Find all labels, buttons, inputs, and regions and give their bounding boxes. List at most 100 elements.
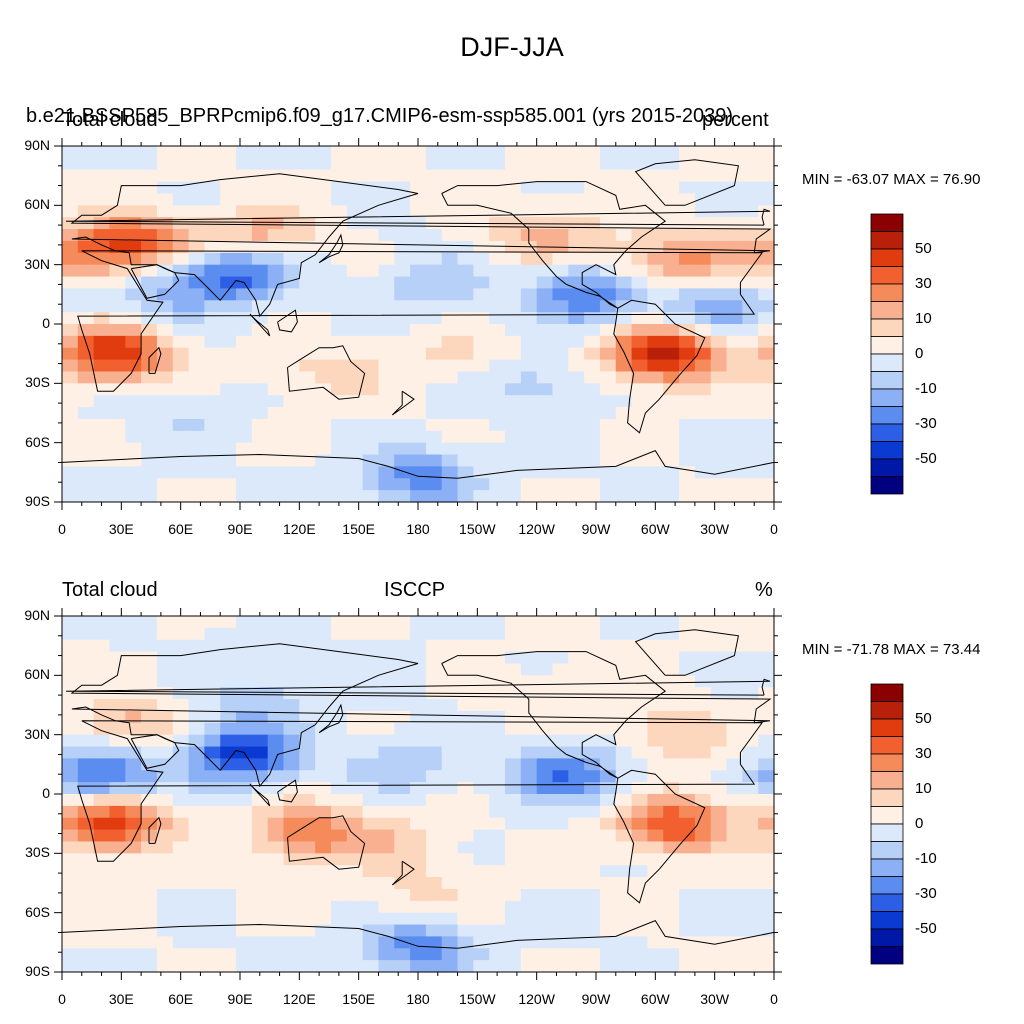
heatmap-cell [125, 240, 142, 254]
heatmap-cell [204, 699, 221, 712]
heatmap-cell [758, 359, 775, 373]
lat-label: 90S [25, 493, 50, 509]
heatmap-cell [505, 146, 522, 159]
heatmap-cell [536, 276, 554, 289]
heatmap-cell [62, 829, 79, 843]
heatmap-cell [520, 312, 538, 325]
heatmap-cell [505, 853, 522, 866]
heatmap-cell [536, 734, 554, 748]
heatmap-cell [315, 948, 332, 961]
heatmap-cell [520, 347, 538, 361]
heatmap-cell [425, 734, 443, 748]
heatmap-cell [346, 865, 364, 878]
heatmap-cell [220, 229, 237, 242]
heatmap-cell [77, 722, 95, 736]
heatmap-cell [505, 240, 522, 254]
heatmap-cell [125, 841, 142, 854]
heatmap-cell [156, 722, 174, 736]
heatmap-cell [631, 627, 649, 641]
heatmap-cell [663, 770, 680, 783]
heatmap-cell [742, 948, 759, 961]
heatmap-cell [694, 229, 712, 242]
heatmap-cell [425, 805, 443, 819]
heatmap-cell [647, 430, 664, 444]
heatmap-cell [758, 229, 775, 242]
heatmap-cell [505, 335, 522, 349]
heatmap-cell [679, 865, 696, 878]
heatmap-cell [663, 146, 680, 159]
heatmap-cell [441, 240, 459, 254]
coastline [613, 769, 706, 904]
heatmap-cell [710, 758, 728, 771]
heatmap-cell [425, 478, 443, 491]
heatmap-cell [299, 912, 316, 926]
heatmap-cell [726, 912, 743, 926]
heatmap-cell [220, 675, 237, 688]
heatmap-cell [125, 407, 142, 420]
heatmap-cell [599, 347, 617, 361]
heatmap-cell [647, 240, 664, 254]
heatmap-cell [694, 639, 712, 653]
heatmap-cell [125, 663, 142, 676]
heatmap-cell [647, 734, 664, 748]
heatmap-cell [710, 478, 728, 491]
heatmap-cell [188, 300, 205, 313]
heatmap-cell [125, 829, 142, 843]
heatmap-cell [172, 312, 190, 325]
heatmap-cell [694, 205, 712, 218]
heatmap-cell [251, 687, 269, 700]
heatmap-cell [599, 181, 617, 195]
heatmap-cell [346, 229, 364, 242]
heatmap-cell [172, 240, 190, 254]
heatmap-cell [742, 312, 759, 325]
heatmap-cell [615, 829, 633, 843]
heatmap-cell [425, 454, 443, 467]
heatmap-cell [536, 877, 554, 890]
heatmap-cell [425, 936, 443, 949]
heatmap-cell [394, 758, 411, 771]
heatmap-cell [346, 782, 364, 795]
heatmap-cell [536, 466, 554, 479]
heatmap-cell [109, 651, 126, 665]
heatmap-cell [109, 490, 126, 503]
heatmap-cell [631, 430, 649, 444]
heatmap-cell [410, 300, 427, 313]
heatmap-cell [141, 639, 158, 653]
heatmap-cell [631, 359, 649, 373]
heatmap-cell [710, 877, 728, 890]
heatmap-cell [378, 478, 395, 491]
heatmap-cell [220, 722, 237, 736]
heatmap-cell [520, 169, 538, 183]
heatmap-cell [267, 710, 285, 724]
heatmap-cell [694, 418, 712, 432]
heatmap-cell [536, 912, 554, 926]
heatmap-cell [742, 900, 759, 914]
heatmap-cell [62, 853, 79, 866]
heatmap-cell [220, 193, 237, 206]
heatmap-cell [758, 430, 775, 444]
heatmap-cell [125, 699, 142, 712]
heatmap-cell [536, 960, 554, 973]
heatmap-cell [552, 217, 569, 230]
heatmap-cell [62, 395, 79, 408]
heatmap-cell [62, 312, 79, 325]
heatmap-cell [93, 900, 111, 914]
heatmap-cell [93, 829, 111, 843]
heatmap-cell [77, 478, 95, 491]
heatmap-cell [394, 252, 411, 266]
heatmap-cell [362, 829, 380, 843]
heatmap-cell [647, 478, 664, 491]
heatmap-cell [536, 430, 554, 444]
heatmap-cell [584, 853, 601, 866]
heatmap-cell [394, 627, 411, 641]
heatmap-cell [615, 193, 633, 206]
heatmap-cell [236, 217, 253, 230]
heatmap-cell [346, 841, 364, 854]
heatmap-cell [204, 805, 221, 819]
heatmap-cell [172, 770, 190, 783]
heatmap-cell [315, 936, 332, 949]
heatmap-cell [615, 205, 633, 218]
heatmap-cell [362, 805, 380, 819]
heatmap-cell [710, 229, 728, 242]
heatmap-cell [62, 900, 79, 914]
